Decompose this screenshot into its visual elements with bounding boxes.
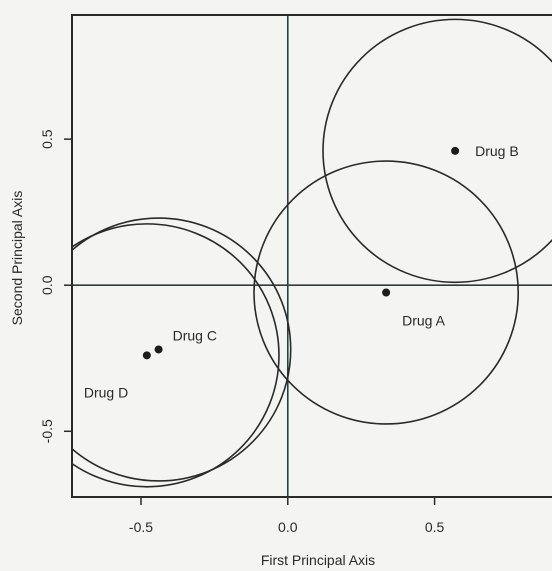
drug-a-circle	[253, 160, 520, 425]
drug-d-label: Drug D	[84, 384, 128, 400]
x-tick-label: 0.5	[425, 519, 445, 535]
x-tick-label: 0.0	[278, 519, 298, 535]
plot-frame	[71, 14, 552, 498]
drug-c-label: Drug C	[173, 327, 217, 343]
drug-c-point	[154, 345, 163, 354]
y-axis-title: Second Principal Axis	[9, 191, 25, 326]
y-tick-label: -0.5	[39, 419, 55, 443]
y-tick-label: 0.0	[39, 275, 55, 295]
drug-b-circle	[322, 18, 552, 284]
drug-a-point	[382, 288, 391, 297]
plot-clip-group	[72, 15, 552, 497]
drug-b-point	[451, 146, 460, 155]
y-tick-label: 0.5	[39, 129, 55, 149]
drug-d-point	[142, 351, 151, 360]
drug-b-label: Drug B	[475, 143, 519, 159]
x-tick-label: -0.5	[129, 519, 153, 535]
axes-layer: -0.5 0.0 0.5 -0.5 0.0 0.5	[39, 14, 552, 535]
x-axis-title: First Principal Axis	[261, 552, 375, 568]
drug-d-circle	[72, 223, 280, 488]
plot-area: Drug A Drug B Drug C Drug D	[72, 15, 552, 497]
drug-c-circle	[72, 217, 292, 482]
drug-a-label: Drug A	[402, 313, 445, 329]
